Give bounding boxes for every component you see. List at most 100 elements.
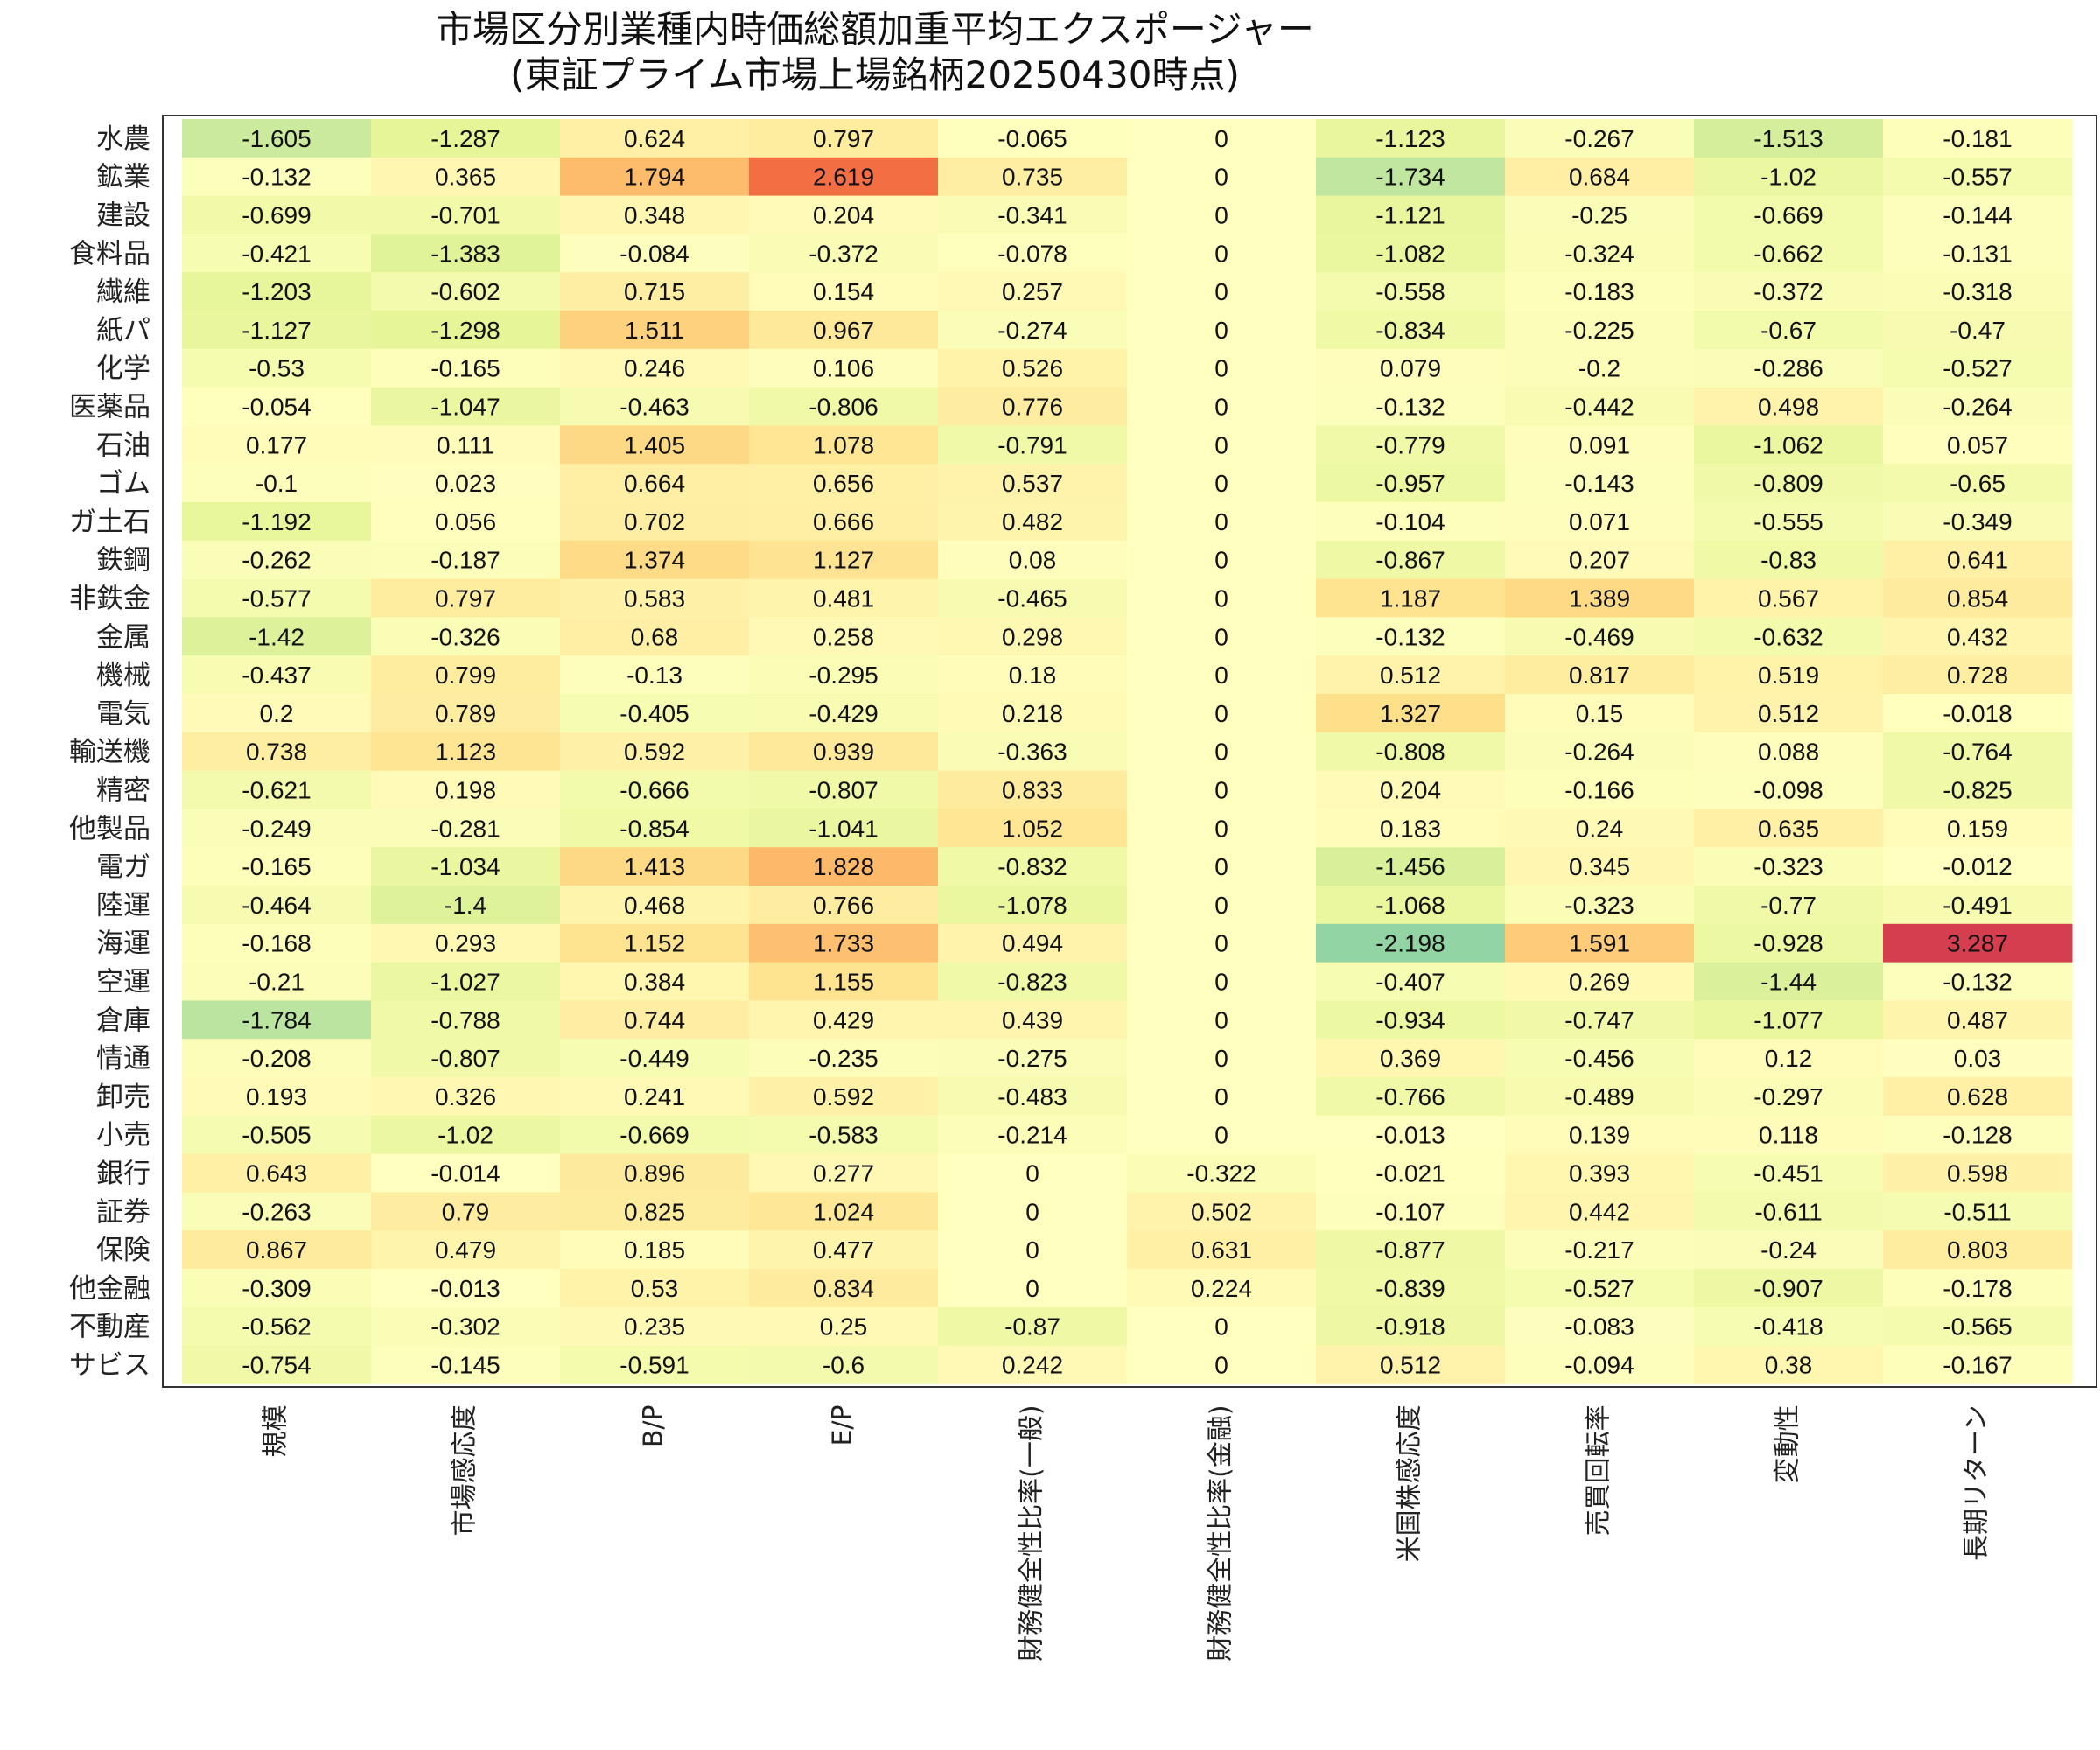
cell-value-label: 0.257 xyxy=(1002,278,1063,305)
column-label: 市場感応度 xyxy=(450,1404,480,1536)
cell-value-label: -0.322 xyxy=(1186,1160,1256,1187)
heatmap-cell xyxy=(1694,1192,1884,1231)
heatmap-cell xyxy=(371,732,561,772)
cell-value-label: -1.287 xyxy=(430,125,500,152)
column-label: E/P xyxy=(828,1404,858,1446)
cell-value-label: 0.526 xyxy=(1002,355,1063,382)
cell-value-label: -0.825 xyxy=(1942,777,2012,804)
heatmap-cell xyxy=(1316,1153,1506,1193)
cell-value-label: -0.806 xyxy=(808,394,878,421)
heatmap-cell xyxy=(1316,694,1506,733)
chart-subtitle: (東証プライム市場上場銘柄20250430時点) xyxy=(510,53,1240,96)
cell-value-label: -0.465 xyxy=(998,585,1067,612)
row-label: ゴム xyxy=(96,468,150,500)
heatmap-cell xyxy=(1883,732,2073,772)
heatmap-cell xyxy=(938,1000,1128,1040)
cell-value-label: 0.715 xyxy=(624,278,685,305)
cell-value-label: 0 xyxy=(1214,240,1228,267)
heatmap-cell xyxy=(560,387,750,426)
heatmap-cell xyxy=(182,348,372,388)
cell-value-label: 0.967 xyxy=(813,317,874,344)
cell-value-label: 0.348 xyxy=(624,202,685,229)
cell-value-label: 1.052 xyxy=(1002,815,1063,842)
cell-value-label: -0.527 xyxy=(1942,355,2012,382)
cell-value-label: -0.083 xyxy=(1564,1313,1634,1340)
cell-value-label: 1.374 xyxy=(624,547,685,574)
cell-value-label: 0.738 xyxy=(246,738,307,766)
heatmap-cell xyxy=(1127,195,1317,234)
heatmap-cell xyxy=(371,847,561,886)
row-label: 繊維 xyxy=(96,276,150,308)
cell-value-label: 0.111 xyxy=(437,431,494,458)
heatmap-cell xyxy=(749,1000,939,1040)
cell-value-label: -0.2 xyxy=(1578,355,1620,382)
cell-value-label: -0.107 xyxy=(1376,1198,1445,1225)
heatmap-cell xyxy=(938,311,1128,350)
heatmap-cell xyxy=(1694,617,1884,656)
cell-value-label: 0 xyxy=(1214,317,1228,344)
cell-value-label: 0.384 xyxy=(624,969,685,996)
heatmap-cell xyxy=(749,1306,939,1347)
cell-value-label: 0 xyxy=(1214,738,1228,766)
cell-value-label: 0.598 xyxy=(1947,1160,2008,1187)
heatmap-cell xyxy=(182,770,372,809)
column-label: 規模 xyxy=(261,1404,291,1457)
cell-value-label: -1.456 xyxy=(1376,853,1445,880)
cell-value-label: 0.567 xyxy=(1758,585,1819,612)
heatmap-cell xyxy=(1127,1115,1317,1155)
cell-value-label: -0.167 xyxy=(1942,1352,2012,1379)
cell-value-label: -0.854 xyxy=(620,815,689,842)
cell-value-label: -0.666 xyxy=(620,777,689,804)
heatmap-cell xyxy=(371,962,561,1001)
heatmap-cell xyxy=(1883,1039,2073,1078)
row-label: 食料品 xyxy=(69,238,150,270)
cell-value-label: -0.187 xyxy=(430,547,500,574)
heatmap-cell xyxy=(560,234,750,273)
cell-value-label: -0.918 xyxy=(1376,1313,1445,1340)
heatmap-cell xyxy=(560,578,750,618)
cell-value-label: 0.468 xyxy=(624,892,685,919)
heatmap-cell xyxy=(749,195,939,234)
cell-value-label: 0.477 xyxy=(813,1236,874,1264)
column-label: 財務健全性比率(金融) xyxy=(1206,1404,1236,1661)
heatmap-cell xyxy=(560,617,750,656)
cell-value-label: 0 xyxy=(1026,1198,1040,1225)
cell-value-label: 0 xyxy=(1026,1236,1040,1264)
cell-value-label: -1.42 xyxy=(248,623,304,650)
cell-value-label: 1.794 xyxy=(624,164,685,191)
cell-value-label: 0.023 xyxy=(435,470,496,497)
cell-value-label: -0.302 xyxy=(430,1313,500,1340)
cell-value-label: 0 xyxy=(1026,1275,1040,1302)
heatmap-cell xyxy=(749,1153,939,1193)
heatmap-cell xyxy=(1316,1039,1506,1078)
heatmap-cell xyxy=(1694,694,1884,733)
row-label: 金属 xyxy=(96,621,150,653)
heatmap-cell xyxy=(1505,1345,1695,1384)
heatmap-cell xyxy=(1505,732,1695,772)
cell-value-label: 0.817 xyxy=(1569,662,1630,689)
row-label: 鉄鋼 xyxy=(96,545,150,577)
heatmap-cell xyxy=(749,1269,939,1308)
heatmap-cell xyxy=(560,195,750,234)
heatmap-cell xyxy=(749,694,939,733)
heatmap-cell xyxy=(1694,540,1884,580)
cell-value-label: 0 xyxy=(1214,1313,1228,1340)
heatmap-cell xyxy=(182,1230,372,1270)
cell-value-label: -0.018 xyxy=(1942,700,2012,727)
heatmap-cell xyxy=(1505,886,1695,925)
cell-value-label: -1.047 xyxy=(430,394,500,421)
heatmap-cell xyxy=(182,886,372,925)
heatmap-cell xyxy=(1505,578,1695,618)
cell-value-label: -0.67 xyxy=(1760,317,1816,344)
heatmap-cell xyxy=(1127,808,1317,848)
cell-value-label: 0.487 xyxy=(1947,1006,2008,1033)
cell-value-label: -0.267 xyxy=(1564,125,1634,152)
row-label: 紙パ xyxy=(96,315,150,346)
heatmap-cell xyxy=(1883,1306,2073,1347)
row-label: 小売 xyxy=(96,1120,150,1152)
heatmap-cell xyxy=(1505,157,1695,197)
heatmap-cell xyxy=(1316,847,1506,886)
heatmap-cell xyxy=(560,540,750,580)
cell-value-label: 0.118 xyxy=(1759,1122,1818,1149)
heatmap-cell xyxy=(182,1077,372,1116)
